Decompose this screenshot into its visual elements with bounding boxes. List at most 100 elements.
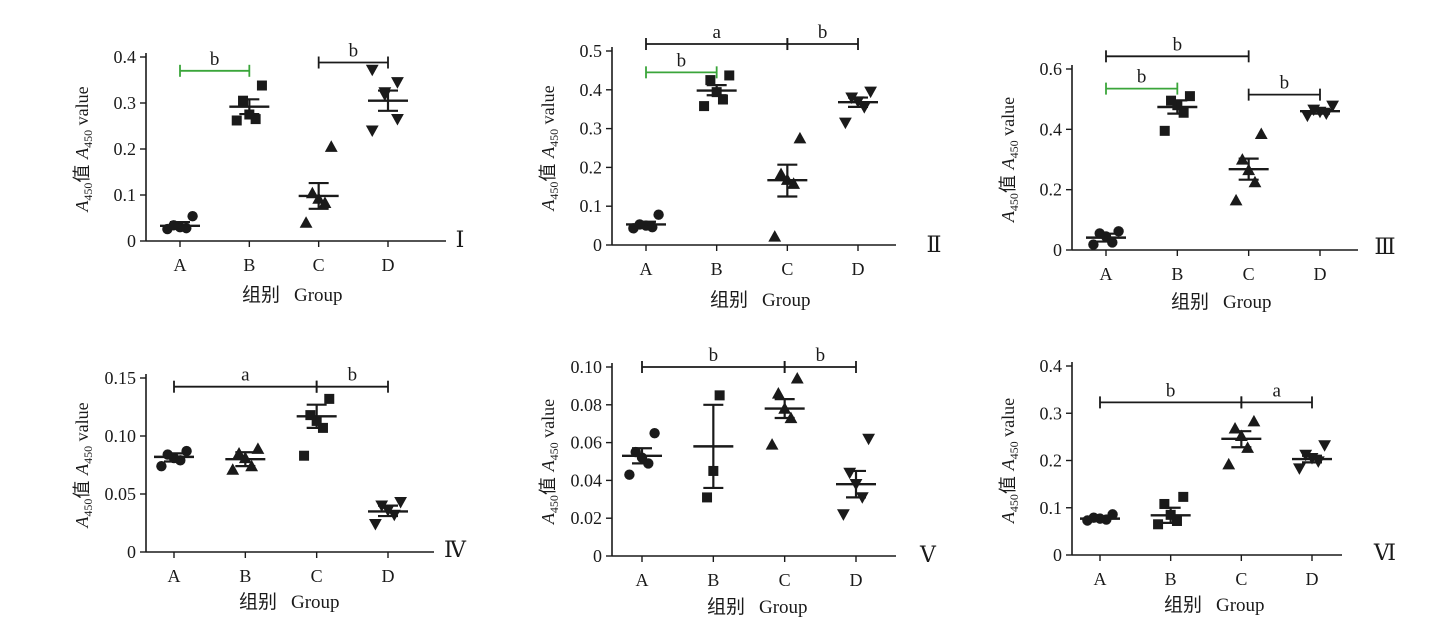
- data-point: [324, 393, 335, 404]
- y-tick-label: 0.5: [580, 41, 603, 61]
- data-point: [1247, 414, 1261, 427]
- panel-label: Ⅱ: [927, 232, 942, 257]
- significance-label: b: [709, 345, 719, 366]
- data-point: [256, 80, 267, 91]
- series-group-A: [622, 427, 662, 480]
- y-tick-label: 0.1: [114, 185, 137, 205]
- series-group-D: [365, 64, 408, 137]
- x-tick-label: B: [1165, 569, 1177, 589]
- y-axis-title-part: 450: [1007, 193, 1021, 211]
- significance-label: b: [349, 41, 359, 62]
- y-tick-label: 0.3: [1040, 403, 1063, 423]
- series-group-D: [368, 497, 408, 531]
- series-group-C: [764, 371, 805, 450]
- data-point: [369, 519, 382, 531]
- x-tick-label: B: [243, 255, 255, 275]
- data-point: [1159, 498, 1170, 509]
- y-axis-title: A450值 A450 value: [998, 97, 1021, 223]
- x-axis-title-cn: 组别: [1164, 594, 1202, 616]
- y-tick-label: 0: [593, 546, 602, 566]
- data-point: [1159, 125, 1170, 136]
- y-tick-label: 0: [593, 235, 602, 255]
- y-tick-label: 0.3: [580, 119, 603, 139]
- data-point: [702, 492, 713, 503]
- data-point: [768, 230, 782, 242]
- y-axis-title-part: A: [538, 459, 558, 472]
- data-point: [1326, 100, 1339, 113]
- y-axis-title-part: A: [538, 146, 558, 159]
- y-axis-title-part: A: [72, 147, 92, 160]
- x-tick-label: D: [382, 566, 395, 586]
- y-axis-title-part: A: [998, 210, 1018, 223]
- series-group-C: [1221, 414, 1262, 470]
- data-point: [1248, 175, 1262, 188]
- y-axis-title-part: A: [72, 463, 92, 476]
- data-point: [1222, 457, 1236, 470]
- data-point: [1113, 226, 1124, 237]
- significance-label: b: [1166, 380, 1176, 401]
- y-tick-label: 0.6: [1040, 59, 1063, 79]
- y-axis-title-part: A: [998, 511, 1018, 524]
- data-point: [299, 216, 313, 228]
- y-axis-title-part: value: [538, 399, 558, 442]
- panel-label: Ⅴ: [919, 542, 937, 567]
- x-tick-label: D: [850, 570, 863, 590]
- significance-bracket: b: [1099, 380, 1243, 409]
- panel-label: Ⅵ: [1373, 540, 1396, 565]
- y-tick-label: 0.05: [105, 484, 137, 504]
- significance-bracket: b: [645, 50, 718, 79]
- series-group-A: [1080, 509, 1120, 526]
- panel-label: Ⅳ: [444, 537, 467, 562]
- data-point: [299, 450, 310, 461]
- data-point: [181, 445, 192, 457]
- x-axis-title-cn: 组别: [1171, 291, 1209, 313]
- y-tick-label: 0.06: [571, 433, 603, 453]
- series-group-C: [1228, 127, 1269, 206]
- y-tick-label: 0.1: [1040, 498, 1063, 518]
- series-group-B: [693, 390, 734, 503]
- data-point: [187, 210, 198, 222]
- significance-label: b: [1280, 73, 1290, 94]
- x-tick-label: C: [1235, 569, 1247, 589]
- data-point: [1178, 491, 1189, 502]
- y-axis-title-part: 值: [72, 475, 93, 499]
- data-point: [1171, 515, 1182, 526]
- y-axis-title-part: 值: [998, 169, 1019, 193]
- significance-bracket: b: [1247, 73, 1321, 101]
- x-tick-label: B: [239, 566, 251, 586]
- y-tick-label: 0.2: [1040, 180, 1063, 200]
- data-point: [774, 167, 788, 180]
- y-tick-label: 0.08: [571, 395, 603, 415]
- y-axis-title: A450值 A450 value: [72, 86, 95, 212]
- y-tick-label: 0.1: [580, 196, 603, 216]
- data-point: [251, 442, 265, 454]
- y-tick-label: 0: [127, 231, 136, 251]
- x-tick-label: A: [636, 570, 649, 590]
- y-axis-title-part: A: [998, 157, 1018, 170]
- significance-bracket: b: [783, 345, 857, 373]
- significance-bracket: b: [317, 41, 389, 69]
- series-group-B: [696, 70, 737, 112]
- significance-bracket: a: [173, 365, 318, 393]
- y-tick-label: 0.4: [1040, 119, 1063, 139]
- y-axis-title-part: 450: [1007, 494, 1021, 512]
- y-tick-label: 0.4: [114, 47, 137, 67]
- data-point: [1254, 127, 1268, 139]
- y-axis-title-part: 值: [72, 159, 93, 183]
- significance-bracket: b: [641, 345, 786, 373]
- data-point: [843, 467, 857, 480]
- series-group-B: [1150, 491, 1191, 530]
- y-axis-title-part: 值: [538, 471, 559, 495]
- x-tick-label: C: [311, 566, 323, 586]
- series-group-C: [296, 393, 337, 461]
- significance-bracket: b: [786, 22, 859, 51]
- data-point: [705, 75, 716, 86]
- data-point: [324, 140, 338, 152]
- data-point: [1293, 463, 1306, 475]
- y-axis-title-part: A: [72, 516, 92, 529]
- data-point: [1229, 193, 1243, 206]
- x-tick-label: C: [781, 259, 793, 279]
